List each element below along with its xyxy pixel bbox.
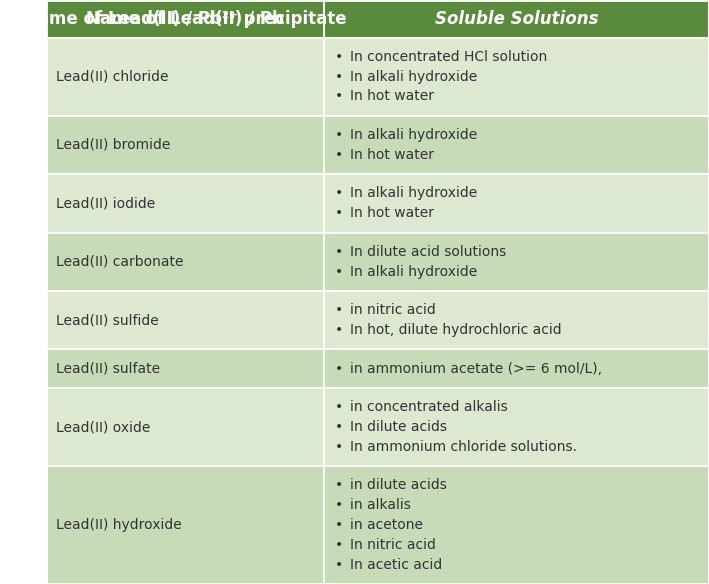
- Text: •: •: [335, 265, 343, 279]
- Bar: [46, 37, 325, 116]
- Text: •: •: [335, 303, 343, 317]
- Text: •: •: [335, 323, 343, 337]
- Bar: [325, 232, 709, 291]
- Text: •: •: [335, 186, 343, 200]
- Text: In concentrated HCl solution: In concentrated HCl solution: [350, 50, 547, 64]
- Text: in concentrated alkalis: in concentrated alkalis: [350, 400, 508, 414]
- Text: Lead(II) iodide: Lead(II) iodide: [56, 196, 155, 210]
- Text: •: •: [335, 69, 343, 84]
- Text: Soluble Solutions: Soluble Solutions: [435, 10, 598, 28]
- Bar: [46, 174, 325, 232]
- Text: in dilute acids: in dilute acids: [350, 478, 447, 492]
- Bar: [325, 291, 709, 349]
- Text: In alkali hydroxide: In alkali hydroxide: [350, 265, 477, 279]
- Text: in alkalis: in alkalis: [350, 498, 411, 512]
- Text: •: •: [335, 206, 343, 220]
- Text: in acetone: in acetone: [350, 518, 423, 532]
- Text: In acetic acid: In acetic acid: [350, 558, 442, 572]
- Text: In alkali hydroxide: In alkali hydroxide: [350, 69, 477, 84]
- Text: In hot, dilute hydrochloric acid: In hot, dilute hydrochloric acid: [350, 323, 562, 337]
- Bar: [46, 116, 325, 174]
- Bar: [325, 37, 709, 116]
- Text: In ammonium chloride solutions.: In ammonium chloride solutions.: [350, 440, 576, 454]
- Text: •: •: [335, 440, 343, 454]
- Text: •: •: [335, 400, 343, 414]
- Text: Name of Lead(II) / Pb²⁺ precipitate: Name of Lead(II) / Pb²⁺ precipitate: [24, 10, 347, 28]
- Text: •: •: [335, 558, 343, 572]
- Bar: [325, 388, 709, 466]
- Text: •: •: [335, 478, 343, 492]
- FancyBboxPatch shape: [46, 0, 709, 37]
- Bar: [46, 291, 325, 349]
- Text: In hot water: In hot water: [350, 89, 434, 103]
- Text: In dilute acids: In dilute acids: [350, 420, 447, 434]
- Bar: [325, 349, 709, 388]
- Text: In alkali hydroxide: In alkali hydroxide: [350, 186, 477, 200]
- Text: Lead(II) bromide: Lead(II) bromide: [56, 138, 170, 152]
- Text: Lead(II) oxide: Lead(II) oxide: [56, 420, 150, 434]
- Text: Lead(II) carbonate: Lead(II) carbonate: [56, 255, 184, 269]
- Text: Lead(II) sulfate: Lead(II) sulfate: [56, 361, 160, 376]
- Text: •: •: [335, 50, 343, 64]
- Text: •: •: [335, 361, 343, 376]
- Bar: [325, 174, 709, 232]
- Text: In hot water: In hot water: [350, 206, 434, 220]
- Text: Name of Lead(II) / Pb: Name of Lead(II) / Pb: [86, 10, 284, 28]
- Text: •: •: [335, 245, 343, 259]
- Text: •: •: [335, 538, 343, 552]
- Text: Lead(II) chloride: Lead(II) chloride: [56, 69, 168, 84]
- Text: In hot water: In hot water: [350, 148, 434, 162]
- Text: In nitric acid: In nitric acid: [350, 538, 435, 552]
- Bar: [325, 466, 709, 584]
- Text: Lead(II) hydroxide: Lead(II) hydroxide: [56, 518, 182, 532]
- Bar: [325, 116, 709, 174]
- Text: •: •: [335, 89, 343, 103]
- Text: Lead(II) sulfide: Lead(II) sulfide: [56, 313, 159, 327]
- Text: In alkali hydroxide: In alkali hydroxide: [350, 128, 477, 142]
- Bar: [46, 388, 325, 466]
- Text: In dilute acid solutions: In dilute acid solutions: [350, 245, 506, 259]
- Text: •: •: [335, 420, 343, 434]
- Bar: [46, 232, 325, 291]
- Bar: [46, 349, 325, 388]
- Text: •: •: [335, 148, 343, 162]
- Text: •: •: [335, 128, 343, 142]
- Text: in nitric acid: in nitric acid: [350, 303, 435, 317]
- Text: •: •: [335, 518, 343, 532]
- Text: in ammonium acetate (>= 6 mol/L),: in ammonium acetate (>= 6 mol/L),: [350, 361, 602, 376]
- Bar: [46, 466, 325, 584]
- Text: •: •: [335, 498, 343, 512]
